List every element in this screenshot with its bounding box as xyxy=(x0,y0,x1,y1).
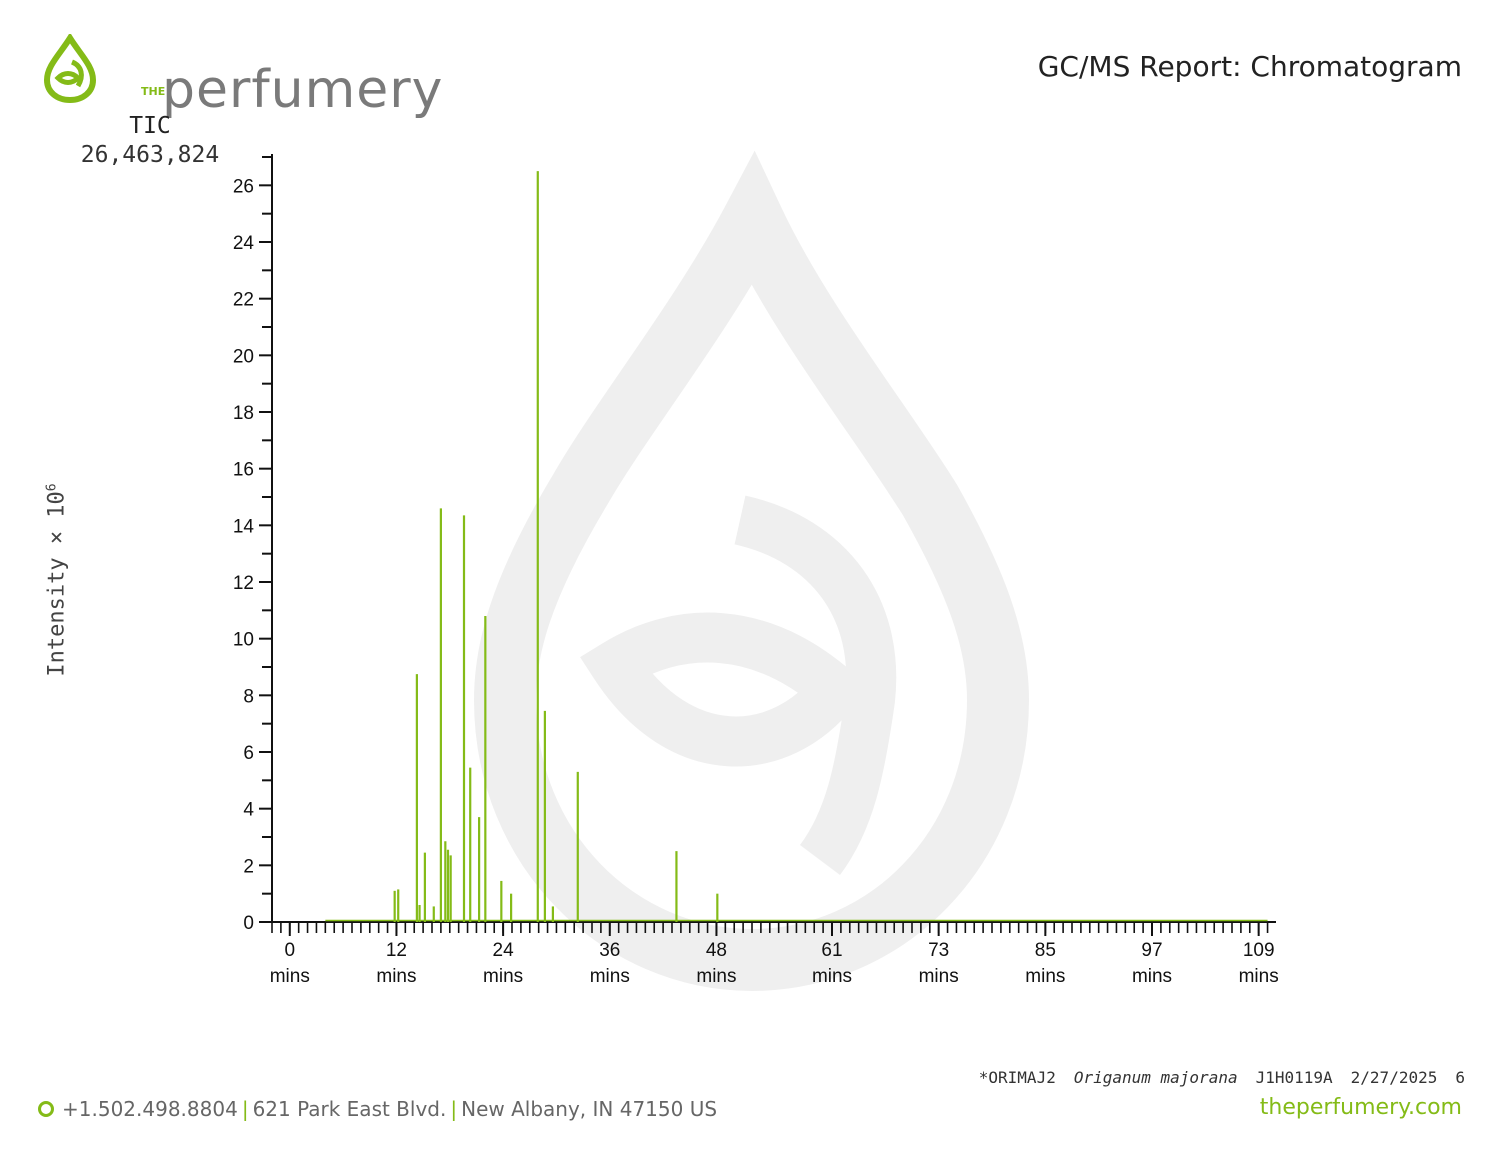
logo-the-text: THE xyxy=(141,85,166,98)
tic-label: TIC xyxy=(129,113,171,139)
x-tick-label: 0 xyxy=(284,940,295,961)
x-tick-label: 73 xyxy=(928,940,949,961)
footer-separator: | xyxy=(450,1097,458,1121)
x-tick-unit-label: mins xyxy=(376,966,416,987)
drop-leaf-icon xyxy=(43,32,97,104)
brand-logo: THE perfumery xyxy=(40,32,442,120)
y-tick-label: 8 xyxy=(243,686,254,707)
y-tick-label: 22 xyxy=(233,290,254,311)
x-tick-unit-label: mins xyxy=(483,966,523,987)
sample-meta: *ORIMAJ2 Origanum majorana J1H0119A 2/27/20… xyxy=(961,1068,1465,1087)
y-tick-label: 0 xyxy=(243,913,254,934)
y-tick-label: 4 xyxy=(243,800,254,821)
tic-value: 26,463,824 xyxy=(80,142,220,168)
logo-wordmark: perfumery xyxy=(162,60,444,120)
x-tick-unit-label: mins xyxy=(919,966,959,987)
y-tick-label: 2 xyxy=(243,856,254,877)
x-tick-unit-label: mins xyxy=(590,966,630,987)
y-tick-label: 14 xyxy=(233,516,255,537)
x-tick-label: 48 xyxy=(706,940,727,961)
y-tick-label: 6 xyxy=(243,743,254,764)
x-tick-label: 97 xyxy=(1141,940,1162,961)
x-tick-label: 109 xyxy=(1243,940,1275,961)
sample-code: *ORIMAJ2 xyxy=(978,1068,1056,1087)
x-tick-unit-label: mins xyxy=(696,966,736,987)
chart-plot xyxy=(325,171,1268,922)
watermark-drop-icon xyxy=(473,150,1030,992)
sample-lot: J1H0119A xyxy=(1255,1068,1333,1087)
page-number: 6 xyxy=(1455,1068,1465,1087)
x-tick-label: 61 xyxy=(821,940,842,961)
y-tick-label: 16 xyxy=(233,460,254,481)
sample-date: 2/27/2025 xyxy=(1350,1068,1438,1087)
footer-contact: +1.502.498.8804 | 621 Park East Blvd. | New … xyxy=(38,1097,717,1121)
x-tick-unit-label: mins xyxy=(270,966,310,987)
x-tick-unit-label: mins xyxy=(812,966,852,987)
report-title: GC/MS Report: Chromatogram xyxy=(1037,50,1462,83)
chart-axes: 024681012141618202224260mins12mins24mins… xyxy=(233,154,1279,987)
x-tick-label: 12 xyxy=(386,940,407,961)
x-tick-label: 85 xyxy=(1035,940,1056,961)
footer-separator: | xyxy=(241,1097,249,1121)
y-tick-label: 26 xyxy=(233,176,254,197)
circle-bullet-icon xyxy=(38,1100,54,1117)
footer-phone: +1.502.498.8804 xyxy=(62,1097,238,1121)
x-tick-unit-label: mins xyxy=(1025,966,1065,987)
y-tick-label: 10 xyxy=(233,630,254,651)
x-tick-label: 24 xyxy=(493,940,515,961)
x-tick-unit-label: mins xyxy=(1239,966,1279,987)
y-tick-label: 24 xyxy=(233,233,255,254)
footer-address: 621 Park East Blvd. xyxy=(252,1097,447,1121)
y-tick-label: 18 xyxy=(233,403,254,424)
x-tick-unit-label: mins xyxy=(1132,966,1172,987)
footer-city: New Albany, IN 47150 US xyxy=(461,1097,718,1121)
sample-species: Origanum majorana xyxy=(1073,1068,1238,1087)
y-tick-label: 12 xyxy=(233,573,254,594)
y-tick-label: 20 xyxy=(233,346,254,367)
footer-website-link[interactable]: theperfumery.com xyxy=(1259,1095,1462,1120)
x-tick-label: 36 xyxy=(599,940,620,961)
